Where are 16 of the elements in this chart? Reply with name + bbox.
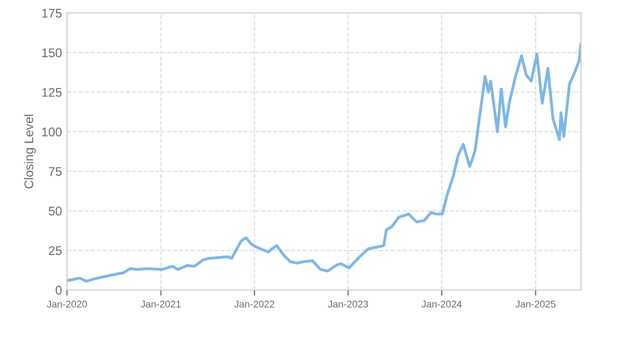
y-tick-label: 100 xyxy=(42,128,62,136)
x-tick-label: Jan-2024 xyxy=(422,300,462,308)
y-tick-label: 150 xyxy=(42,48,62,58)
x-tick-label: Jan-2020 xyxy=(46,300,87,308)
x-tick-label: Jan-2022 xyxy=(234,300,274,308)
y-tick-label: 125 xyxy=(42,88,62,97)
x-tick-label: Jan-2025 xyxy=(515,300,556,308)
y-tick-label: 75 xyxy=(48,167,62,176)
y-tick-label: 50 xyxy=(48,206,62,216)
y-axis-title: Closing Level xyxy=(24,114,36,188)
y-tick-label: 25 xyxy=(48,246,62,256)
y-tick-label: 0 xyxy=(56,286,62,295)
y-tick-label: 175 xyxy=(42,8,62,18)
x-tick-label: Jan-2023 xyxy=(328,300,368,308)
line-series xyxy=(67,43,581,283)
x-tick-label: Jan-2021 xyxy=(140,300,181,308)
